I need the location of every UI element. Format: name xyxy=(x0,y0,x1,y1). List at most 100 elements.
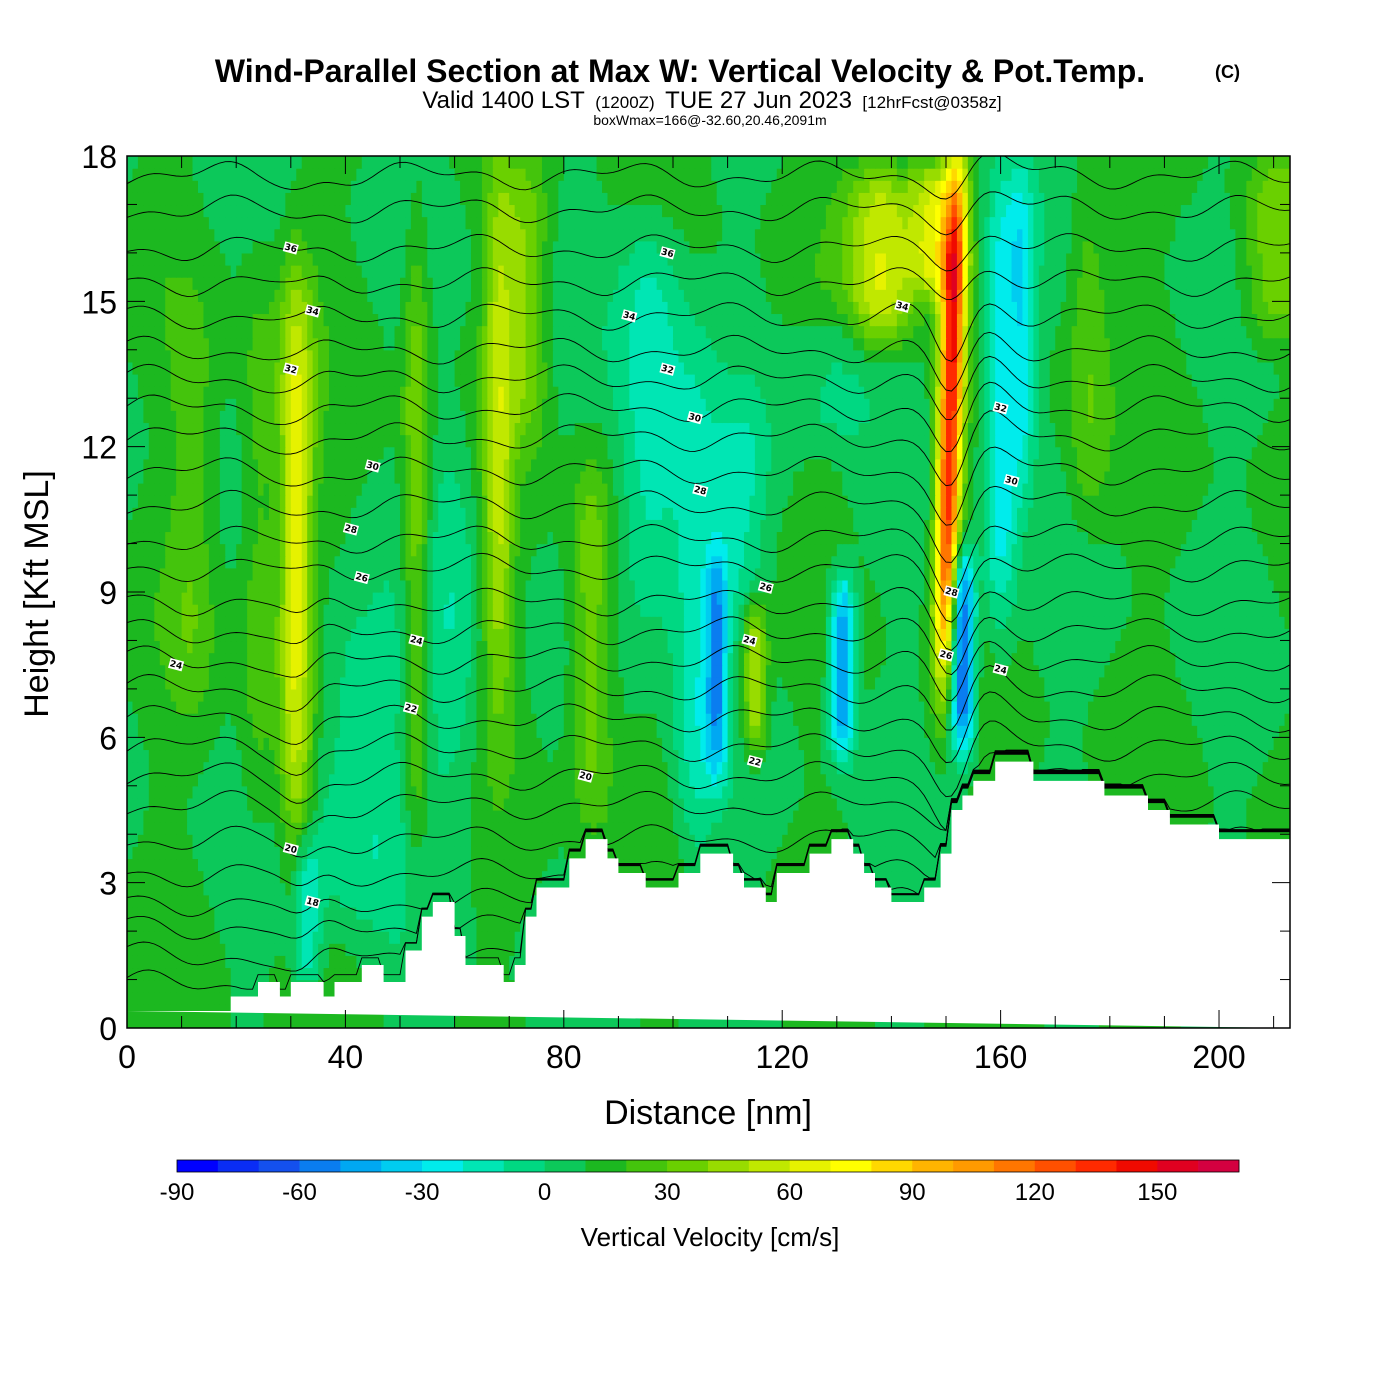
velocity-cell xyxy=(176,846,183,860)
velocity-cell xyxy=(454,810,461,823)
velocity-cell xyxy=(143,943,150,956)
velocity-cell xyxy=(875,749,882,763)
velocity-cell xyxy=(410,858,417,872)
velocity-cell xyxy=(252,943,259,956)
velocity-cell xyxy=(203,858,210,872)
velocity-cell xyxy=(1180,785,1187,799)
velocity-cell xyxy=(940,773,947,787)
velocity-cell xyxy=(984,773,991,787)
velocity-cell xyxy=(1213,773,1220,787)
velocity-cell xyxy=(252,846,259,860)
velocity-cell xyxy=(951,761,958,775)
velocity-cell xyxy=(580,737,587,751)
velocity-cell xyxy=(252,822,259,835)
velocity-cell xyxy=(591,1015,598,1028)
velocity-cell xyxy=(1104,785,1111,799)
velocity-cell xyxy=(531,761,538,775)
velocity-cell xyxy=(279,834,286,847)
velocity-cell xyxy=(498,931,505,944)
velocity-cell xyxy=(361,737,368,751)
velocity-cell xyxy=(896,846,903,860)
velocity-cell xyxy=(187,870,194,884)
velocity-cell xyxy=(918,761,925,775)
velocity-cell xyxy=(842,785,849,799)
velocity-cell xyxy=(1246,797,1253,811)
velocity-cell xyxy=(465,846,472,860)
velocity-cell xyxy=(465,870,472,884)
velocity-cell xyxy=(296,846,303,860)
velocity-cell xyxy=(312,761,319,775)
velocity-cell xyxy=(154,955,161,969)
velocity-cell xyxy=(361,870,368,884)
velocity-cell xyxy=(470,749,478,763)
velocity-cell xyxy=(137,870,144,884)
velocity-cell xyxy=(154,919,161,932)
velocity-cell xyxy=(738,773,745,787)
velocity-cell xyxy=(612,773,620,787)
velocity-cell xyxy=(350,894,357,908)
velocity-cell xyxy=(334,834,341,847)
velocity-cell xyxy=(410,810,417,823)
velocity-cell xyxy=(536,822,543,835)
velocity-cell xyxy=(307,785,314,799)
velocity-cell xyxy=(252,785,259,799)
velocity-cell xyxy=(230,931,237,944)
velocity-cell xyxy=(891,870,898,884)
velocity-cell xyxy=(798,1015,805,1028)
velocity-cell xyxy=(285,906,292,920)
velocity-cell xyxy=(394,737,401,751)
velocity-cell xyxy=(1257,773,1264,787)
velocity-cell xyxy=(192,967,199,981)
velocity-cell xyxy=(891,894,898,908)
velocity-cell xyxy=(765,785,772,799)
velocity-cell xyxy=(176,882,183,896)
velocity-cell xyxy=(214,737,221,751)
velocity-cell xyxy=(831,797,838,811)
velocity-cell xyxy=(339,967,346,981)
velocity-cell xyxy=(187,894,194,908)
velocity-cell xyxy=(443,1015,450,1028)
velocity-cell xyxy=(394,749,401,763)
velocity-cell xyxy=(405,822,412,835)
velocity-cell xyxy=(520,749,527,763)
velocity-cell xyxy=(662,749,669,763)
velocity-cell xyxy=(421,846,428,860)
velocity-cell xyxy=(552,834,559,847)
velocity-cell xyxy=(247,967,254,981)
velocity-cell xyxy=(187,785,194,799)
velocity-cell xyxy=(1208,797,1215,811)
velocity-cell xyxy=(547,797,554,811)
velocity-cell xyxy=(378,858,385,872)
velocity-cell xyxy=(389,906,396,920)
velocity-cell xyxy=(1175,785,1182,799)
velocity-cell xyxy=(1153,773,1160,787)
velocity-cell xyxy=(334,955,341,969)
velocity-cell xyxy=(967,761,974,775)
velocity-cell xyxy=(203,761,210,775)
velocity-cell xyxy=(536,761,543,775)
velocity-cell xyxy=(880,749,887,763)
velocity-cell xyxy=(230,894,237,908)
velocity-cell xyxy=(263,858,270,872)
velocity-cell xyxy=(383,967,390,981)
velocity-cell xyxy=(197,967,205,981)
velocity-cell xyxy=(165,737,172,751)
velocity-cell xyxy=(274,931,281,944)
velocity-cell xyxy=(651,870,658,884)
velocity-cell xyxy=(470,846,478,860)
velocity-cell xyxy=(307,906,314,920)
velocity-cell xyxy=(918,822,925,835)
velocity-cell xyxy=(907,846,914,860)
velocity-cell xyxy=(1071,773,1078,787)
velocity-cell xyxy=(372,931,379,944)
velocity-cell xyxy=(1104,761,1111,775)
velocity-cell xyxy=(503,858,510,872)
velocity-cell xyxy=(159,882,166,896)
velocity-cell xyxy=(416,931,423,944)
velocity-cell xyxy=(563,870,570,884)
velocity-cell xyxy=(132,797,139,811)
velocity-cell xyxy=(230,955,237,969)
velocity-cell xyxy=(290,870,297,884)
velocity-cell xyxy=(656,773,663,787)
velocity-cell xyxy=(170,894,177,908)
